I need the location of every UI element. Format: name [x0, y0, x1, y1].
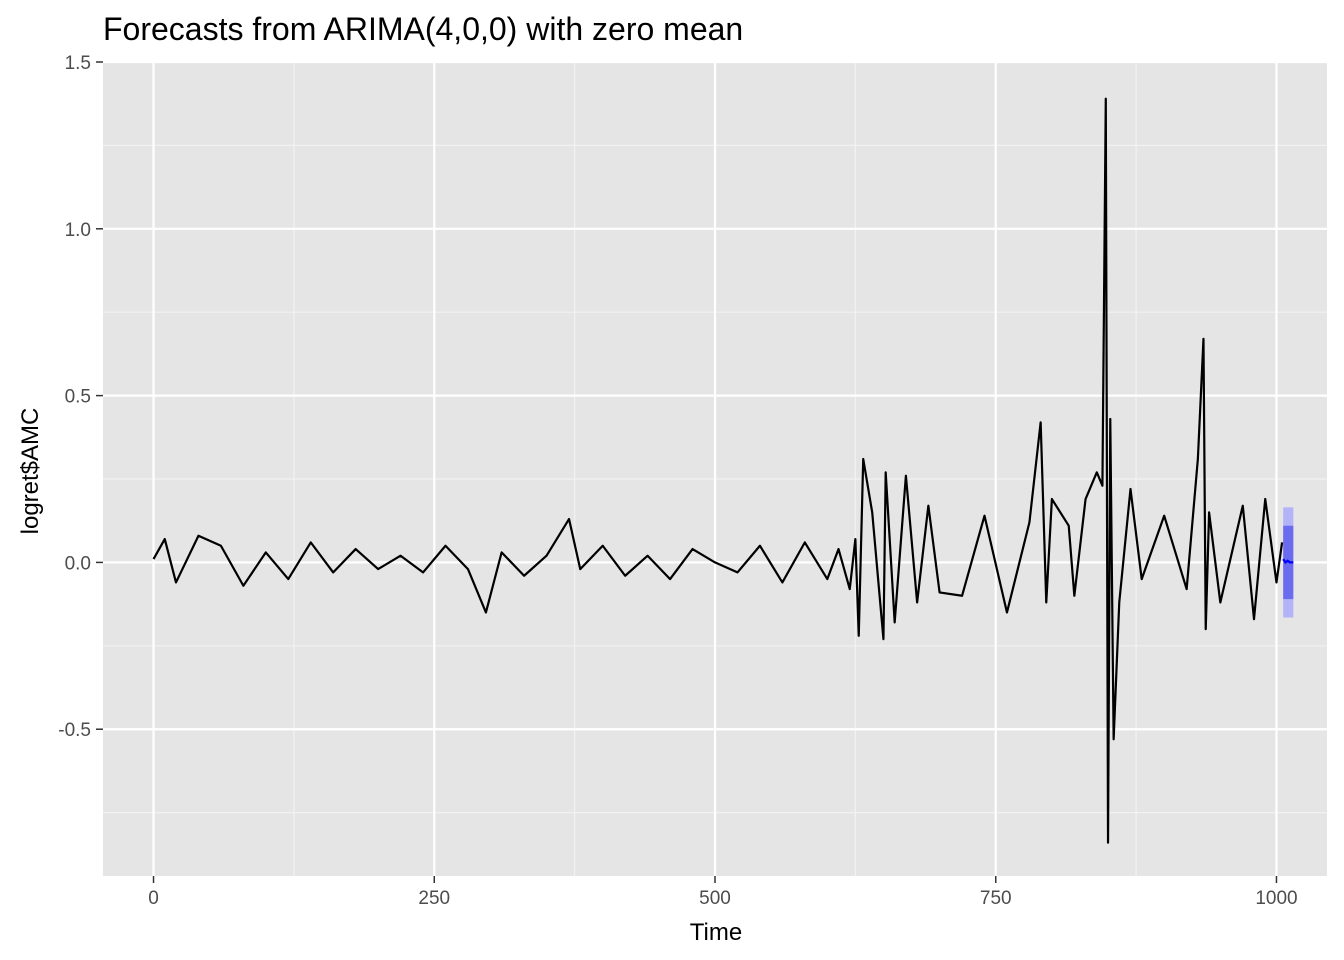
y-tick-label: 0.0	[65, 553, 91, 574]
y-tick-label: -0.5	[58, 720, 91, 741]
series-lines	[152, 97, 1294, 844]
y-axis-title: logret$AMC	[17, 408, 44, 535]
x-tick-label: 1000	[1255, 888, 1297, 909]
x-tick-label: 750	[980, 888, 1012, 909]
y-tick-label: 1.0	[65, 220, 91, 241]
chart-title: Forecasts from ARIMA(4,0,0) with zero me…	[103, 11, 743, 47]
forecast-line	[1282, 558, 1294, 564]
observed-series-line	[152, 97, 1284, 844]
x-axis: 0 250 500 750 1000	[148, 876, 1298, 909]
y-tick-label: 1.5	[65, 53, 91, 74]
x-axis-title: Time	[690, 919, 742, 946]
x-tick-label: 0	[148, 888, 159, 909]
grid-major	[103, 60, 1327, 876]
x-tick-label: 250	[418, 888, 450, 909]
y-axis: -0.5 0.0 0.5 1.0 1.5	[58, 53, 103, 741]
y-tick-label: 0.5	[65, 387, 91, 408]
x-tick-label: 500	[699, 888, 731, 909]
